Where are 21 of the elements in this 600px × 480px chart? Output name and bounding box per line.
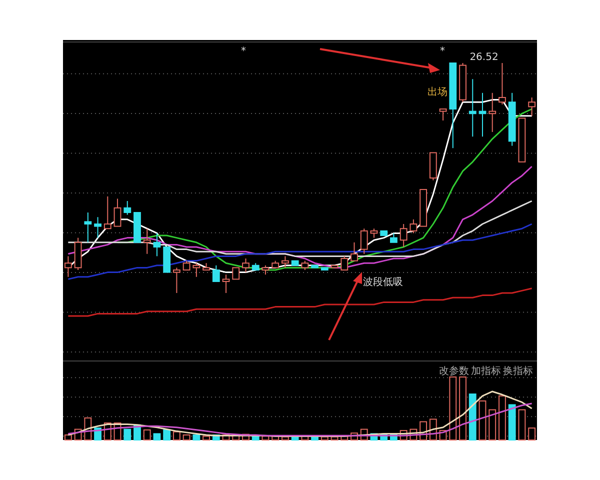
text: * bbox=[440, 46, 445, 57]
candlestick bbox=[488, 92, 496, 132]
bar bbox=[163, 429, 171, 440]
bar bbox=[508, 404, 516, 440]
annotation: 波段低吸 bbox=[362, 276, 403, 288]
candlestick bbox=[468, 78, 476, 138]
annotation: 26.52 bbox=[470, 52, 498, 63]
bar bbox=[153, 433, 161, 440]
candlestick bbox=[94, 216, 102, 238]
candlestick bbox=[153, 232, 161, 257]
annotation: 出场 bbox=[428, 86, 448, 98]
bar bbox=[124, 428, 132, 440]
text: * bbox=[241, 46, 246, 57]
annotation: 换指标 bbox=[503, 365, 533, 377]
annotation: 改参数 bbox=[439, 365, 469, 377]
candlestick bbox=[84, 212, 92, 243]
annotation: 加指标 bbox=[471, 365, 501, 377]
candlestick bbox=[143, 228, 151, 254]
bar bbox=[468, 394, 476, 440]
candlestick bbox=[508, 92, 516, 146]
bar bbox=[192, 434, 200, 440]
